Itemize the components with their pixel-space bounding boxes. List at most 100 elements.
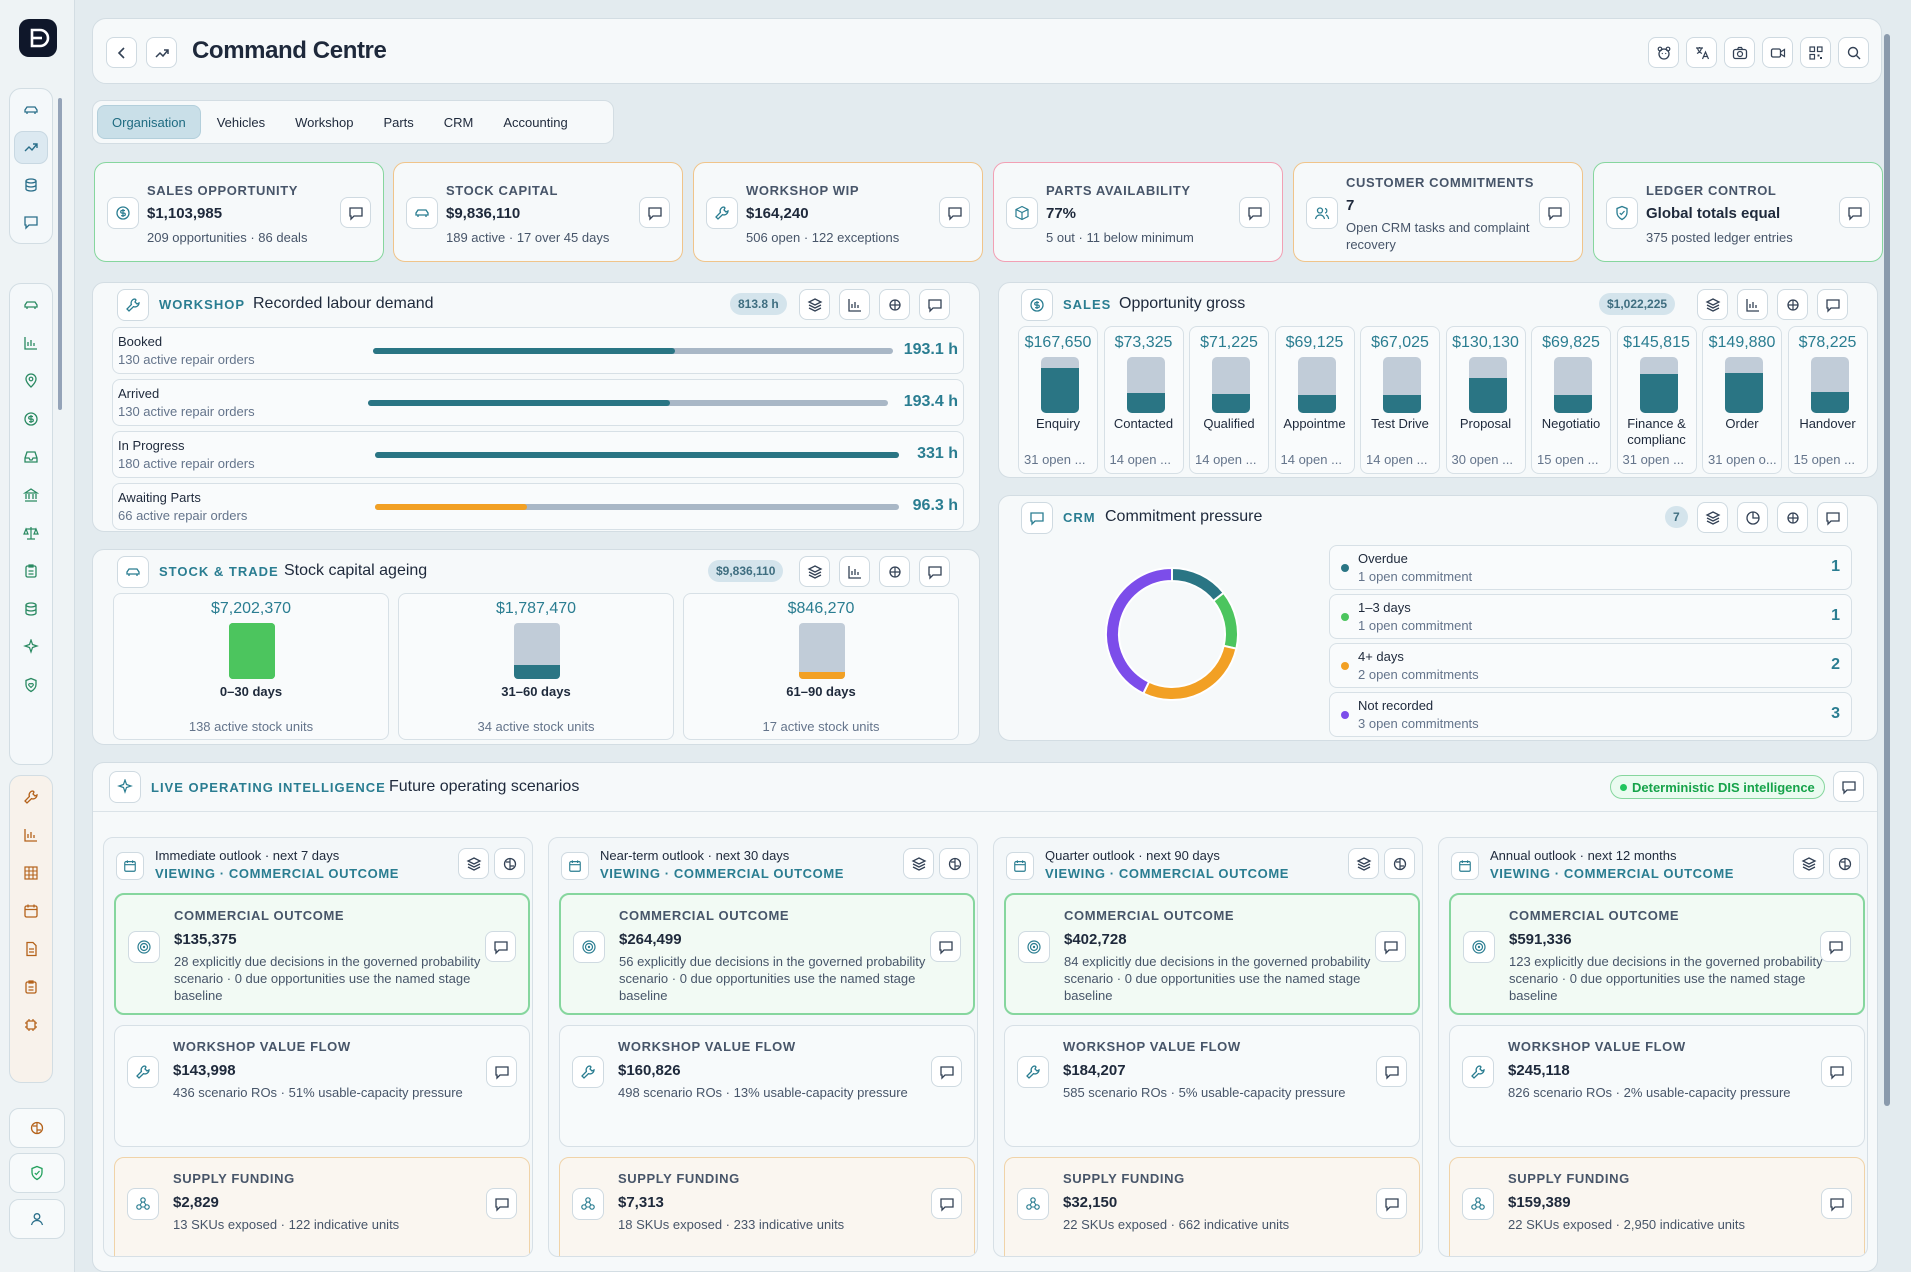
sidebar-item-chip[interactable] xyxy=(14,1008,48,1042)
kpi-card-stock-capital[interactable]: STOCK CAPITAL $9,836,110 189 active · 17 o… xyxy=(393,162,683,262)
stock-comment-button[interactable] xyxy=(919,556,950,587)
sidebar-item-message[interactable] xyxy=(14,206,48,240)
sales-stage-card[interactable]: $67,025 Test Drive 14 open ... xyxy=(1360,326,1440,474)
scenario-card-commercial-outcome[interactable]: COMMERCIAL OUTCOME $135,375 28 explicitly … xyxy=(114,893,530,1015)
sidebar-item-clipboard[interactable] xyxy=(14,970,48,1004)
kpi-comment-button[interactable] xyxy=(939,197,970,228)
sidebar-item-grid[interactable] xyxy=(14,856,48,890)
sales-brain-button[interactable] xyxy=(1777,289,1808,320)
stock-ageing-card[interactable]: $7,202,370 0–30 days 138 active stock unit… xyxy=(113,593,389,740)
sidebar-item-map-pin[interactable] xyxy=(14,364,48,398)
workshop-row[interactable]: Booked 130 active repair orders 193.1 h xyxy=(112,327,964,374)
scenario-card-comment-button[interactable] xyxy=(1375,931,1406,962)
kpi-card-workshop-wip[interactable]: WORKSHOP WIP $164,240 506 open · 122 excep… xyxy=(693,162,983,262)
sales-stage-card[interactable]: $78,225 Handover 15 open ... xyxy=(1787,326,1868,474)
workshop-comment-button[interactable] xyxy=(919,289,950,320)
sidebar-item-bar-chart[interactable] xyxy=(14,818,48,852)
tab-accounting[interactable]: Accounting xyxy=(503,114,568,130)
scenario-brain-button[interactable] xyxy=(1829,848,1860,879)
donut-slice-0[interactable] xyxy=(1171,566,1226,603)
sales-stage-card[interactable]: $69,125 Appointme 14 open ... xyxy=(1274,326,1355,474)
scenario-card-commercial-outcome[interactable]: COMMERCIAL OUTCOME $591,336 123 explicitly… xyxy=(1449,893,1865,1015)
scenario-layers-button[interactable] xyxy=(903,848,934,879)
sidebar-item-calendar[interactable] xyxy=(14,894,48,928)
sidebar-item-shield-heart[interactable] xyxy=(14,668,48,702)
scenario-card-workshop-value-flow[interactable]: WORKSHOP VALUE FLOW $143,998 436 scenario … xyxy=(114,1025,530,1147)
scenario-card-comment-button[interactable] xyxy=(931,1188,962,1219)
scenario-layers-button[interactable] xyxy=(1793,848,1824,879)
scenario-brain-button[interactable] xyxy=(494,848,525,879)
sidebar-item-database[interactable] xyxy=(14,592,48,626)
sidebar-scrollbar[interactable] xyxy=(57,88,63,1083)
sales-layers-button[interactable] xyxy=(1697,289,1728,320)
kpi-comment-button[interactable] xyxy=(639,197,670,228)
scenario-card-workshop-value-flow[interactable]: WORKSHOP VALUE FLOW $184,207 585 scenario … xyxy=(1004,1025,1420,1147)
sales-stage-card[interactable]: $130,130 Proposal 30 open ... xyxy=(1445,326,1526,474)
scenario-card-comment-button[interactable] xyxy=(486,1188,517,1219)
kpi-comment-button[interactable] xyxy=(1239,197,1270,228)
sales-stage-card[interactable]: $149,880 Order 31 open o... xyxy=(1702,326,1782,474)
sidebar-item-wrench[interactable] xyxy=(14,780,48,814)
bear-button[interactable] xyxy=(1648,37,1679,68)
donut-slice-1[interactable] xyxy=(1212,591,1239,650)
camera-button[interactable] xyxy=(1724,37,1755,68)
trend-button[interactable] xyxy=(146,37,177,68)
commitment-row[interactable]: 1–3 days 1 open commitment 1 xyxy=(1329,594,1852,639)
scenario-layers-button[interactable] xyxy=(1348,848,1379,879)
sidebar-item-bar-chart[interactable] xyxy=(14,326,48,360)
stock-brain-button[interactable] xyxy=(879,556,910,587)
stock-chart-button[interactable] xyxy=(839,556,870,587)
donut-slice-3[interactable] xyxy=(1105,566,1173,695)
scenario-brain-button[interactable] xyxy=(939,848,970,879)
scenario-card-commercial-outcome[interactable]: COMMERCIAL OUTCOME $402,728 84 explicitly … xyxy=(1004,893,1420,1015)
kpi-comment-button[interactable] xyxy=(1539,197,1570,228)
intelligence-comment-button[interactable] xyxy=(1833,771,1864,802)
scenario-card-comment-button[interactable] xyxy=(1376,1188,1407,1219)
scenario-card-comment-button[interactable] xyxy=(1820,931,1851,962)
sidebar-item-scales[interactable] xyxy=(14,516,48,550)
search-button[interactable] xyxy=(1838,37,1869,68)
kpi-comment-button[interactable] xyxy=(340,197,371,228)
crm-pie-button[interactable] xyxy=(1737,502,1768,533)
sidebar-item-document[interactable] xyxy=(14,932,48,966)
tab-parts[interactable]: Parts xyxy=(383,114,414,130)
translate-button[interactable] xyxy=(1686,37,1717,68)
sidebar-footer-user[interactable] xyxy=(9,1199,65,1239)
scenario-card-supply-funding[interactable]: SUPPLY FUNDING $159,389 22 SKUs exposed · … xyxy=(1449,1157,1865,1256)
workshop-row[interactable]: Arrived 130 active repair orders 193.4 h xyxy=(112,379,964,426)
kpi-card-sales-opportunity[interactable]: SALES OPPORTUNITY $1,103,985 209 opportuni… xyxy=(94,162,384,262)
sales-stage-card[interactable]: $145,815 Finance & complianc 31 open ... xyxy=(1616,326,1697,474)
sidebar-item-database[interactable] xyxy=(14,168,48,202)
workshop-row[interactable]: Awaiting Parts 66 active repair orders 96.… xyxy=(112,483,964,530)
sales-stage-card[interactable]: $71,225 Qualified 14 open ... xyxy=(1189,326,1269,474)
sidebar-item-car[interactable] xyxy=(14,93,48,127)
back-button[interactable] xyxy=(106,37,137,68)
app-logo[interactable] xyxy=(19,19,57,57)
qr-button[interactable] xyxy=(1800,37,1831,68)
sidebar-footer-shield[interactable] xyxy=(9,1153,65,1193)
tab-organisation[interactable]: Organisation xyxy=(97,105,201,139)
scenario-card-comment-button[interactable] xyxy=(1821,1188,1852,1219)
sales-chart-button[interactable] xyxy=(1737,289,1768,320)
stock-layers-button[interactable] xyxy=(799,556,830,587)
tab-vehicles[interactable]: Vehicles xyxy=(216,114,266,130)
stock-ageing-card[interactable]: $1,787,470 31–60 days 34 active stock unit… xyxy=(398,593,674,740)
scenario-card-workshop-value-flow[interactable]: WORKSHOP VALUE FLOW $160,826 498 scenario … xyxy=(559,1025,975,1147)
sidebar-item-sparkle[interactable] xyxy=(14,630,48,664)
sidebar-item-trend[interactable] xyxy=(14,130,48,164)
crm-brain-button[interactable] xyxy=(1777,502,1808,533)
scenario-card-comment-button[interactable] xyxy=(485,931,516,962)
commitment-row[interactable]: 4+ days 2 open commitments 2 xyxy=(1329,643,1852,688)
workshop-brain-button[interactable] xyxy=(879,289,910,320)
video-button[interactable] xyxy=(1762,37,1793,68)
sales-stage-card[interactable]: $167,650 Enquiry 31 open ... xyxy=(1018,326,1098,474)
kpi-card-ledger-control[interactable]: LEDGER CONTROL Global totals equal 375 pos… xyxy=(1593,162,1883,262)
scenario-card-supply-funding[interactable]: SUPPLY FUNDING $32,150 22 SKUs exposed · 6… xyxy=(1004,1157,1420,1256)
sales-stage-card[interactable]: $69,825 Negotiatio 15 open ... xyxy=(1531,326,1611,474)
scenario-card-comment-button[interactable] xyxy=(931,1056,962,1087)
scenario-card-comment-button[interactable] xyxy=(486,1056,517,1087)
kpi-card-parts-availability[interactable]: PARTS AVAILABILITY 77% 5 out · 11 below mi… xyxy=(993,162,1283,262)
kpi-comment-button[interactable] xyxy=(1839,197,1870,228)
sidebar-item-bank[interactable] xyxy=(14,478,48,512)
sales-stage-card[interactable]: $73,325 Contacted 14 open ... xyxy=(1103,326,1184,474)
